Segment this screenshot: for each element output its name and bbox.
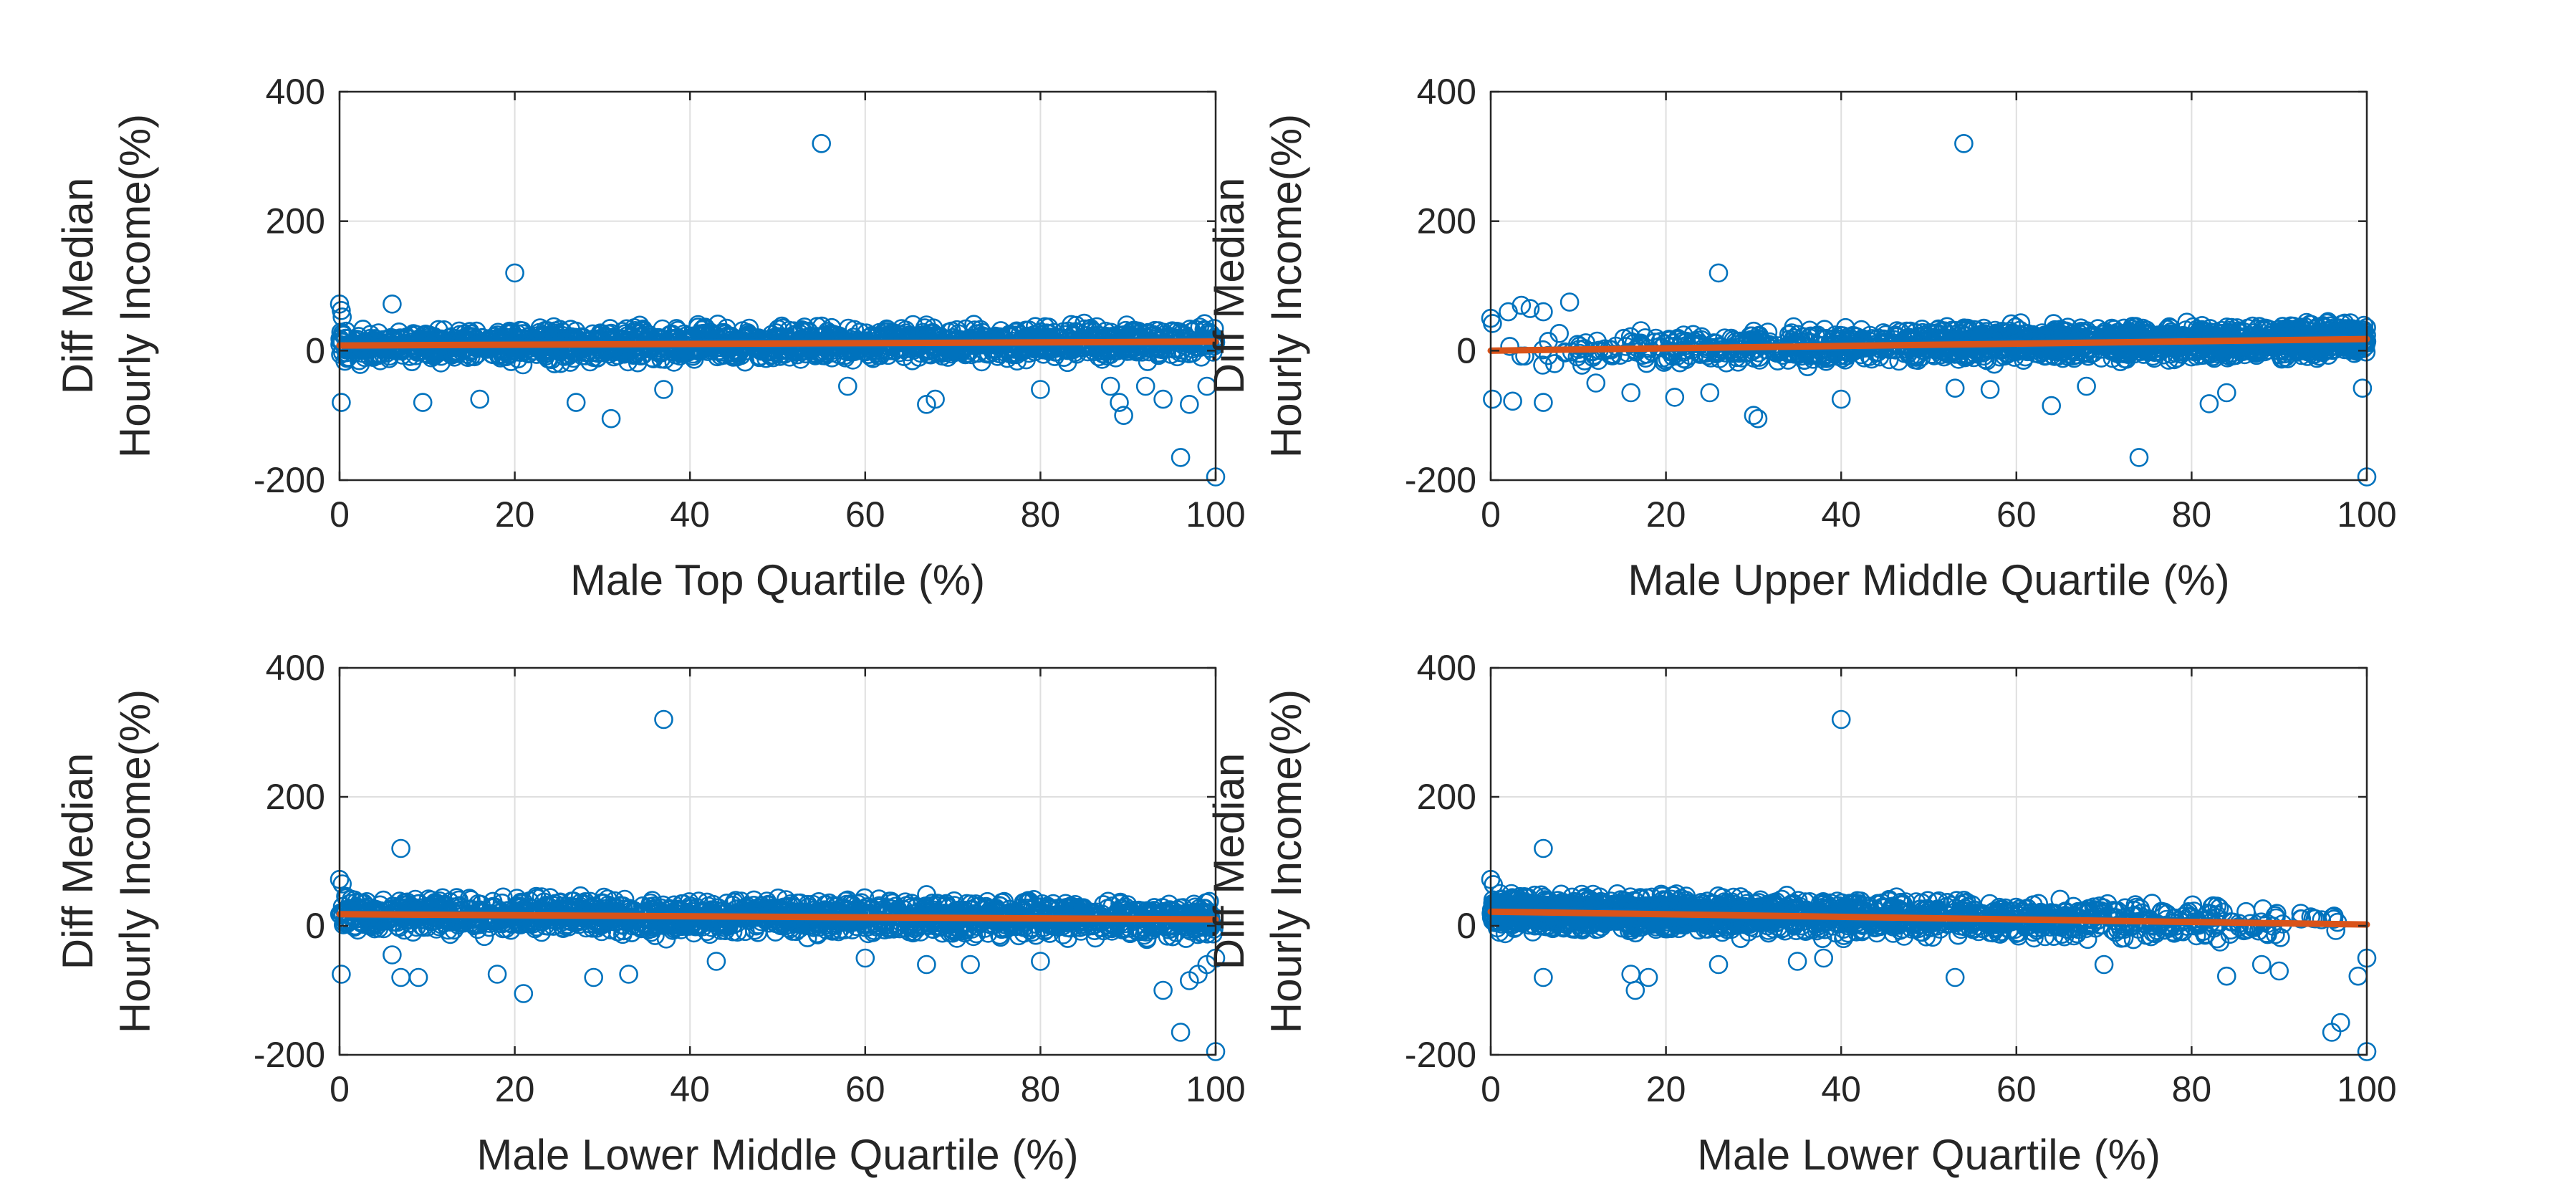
outlier-point	[332, 393, 351, 412]
y-tick-label: 200	[1417, 201, 1476, 241]
outlier-point	[1700, 383, 1720, 403]
x-tick-label: 100	[2337, 494, 2396, 535]
outlier-point	[470, 389, 490, 409]
x-axis-label: Male Top Quartile (%)	[570, 556, 985, 604]
x-tick-label: 100	[1186, 494, 1245, 535]
outlier-point	[1559, 292, 1580, 312]
x-tick-label: 20	[495, 494, 535, 535]
tick-marks	[1489, 90, 2368, 482]
grid	[339, 91, 1216, 481]
outlier-point	[838, 376, 857, 396]
outlier-point	[2077, 376, 2096, 396]
outlier-point	[1665, 388, 1685, 407]
outlier-point	[1503, 391, 1522, 411]
scatter-points	[330, 134, 1226, 487]
outlier-point	[1153, 389, 1173, 409]
outlier-point	[1945, 378, 1965, 398]
x-tick-label: 60	[845, 494, 885, 535]
data-point	[1138, 352, 1158, 371]
outlier-point	[1135, 376, 1155, 396]
outlier-point	[1171, 448, 1191, 467]
axes-box	[1489, 90, 2368, 482]
y-tick-label: 400	[1417, 72, 1476, 112]
y-tick-label: 0	[1456, 330, 1476, 370]
outlier-point	[1621, 383, 1640, 403]
data-point	[964, 315, 984, 335]
outlier-point	[2352, 378, 2373, 398]
scatter-points	[1481, 134, 2377, 487]
grid	[339, 667, 1216, 1056]
y-axis-label: Diff Median	[54, 178, 102, 394]
outlier-point	[1180, 394, 1199, 414]
outlier-point	[566, 393, 586, 412]
tick-marks	[338, 90, 1217, 482]
scatter-points	[330, 709, 1226, 1061]
y-tick-label: -200	[254, 460, 325, 500]
y-axis-label: Hourly Income(%)	[111, 114, 159, 458]
outlier-point	[2042, 396, 2061, 416]
x-axis-label: Male Upper Middle Quartile (%)	[1628, 556, 2229, 604]
y-tick-label: 200	[266, 201, 325, 241]
outlier-point	[383, 294, 402, 314]
y-tick-label: -200	[1405, 460, 1476, 500]
x-tick-label: 0	[330, 494, 350, 535]
x-tick-label: 40	[1821, 494, 1861, 535]
x-tick-label: 60	[1996, 494, 2037, 535]
x-tick-label: 20	[1646, 494, 1686, 535]
outlier-point	[2217, 383, 2236, 403]
outlier-point	[413, 393, 433, 412]
outlier-point	[1748, 408, 1768, 429]
outlier-point	[1499, 302, 1518, 322]
y-axis-label: Hourly Income(%)	[1262, 114, 1310, 458]
axes-box	[338, 90, 1217, 482]
outlier-point	[654, 380, 673, 399]
outlier-point	[1708, 263, 1729, 283]
y-tick-label: 400	[266, 72, 325, 112]
outlier-point	[1586, 373, 1606, 393]
x-tick-label: 40	[670, 494, 710, 535]
x-tick-label: 0	[1481, 494, 1501, 535]
data-point	[956, 345, 975, 365]
fit-line	[336, 338, 1219, 349]
x-tick-label: 80	[2172, 494, 2212, 535]
data-point	[807, 317, 827, 336]
outlier-point	[2199, 394, 2219, 413]
data-point	[988, 347, 1007, 366]
x-tick-label: 80	[1021, 494, 1061, 535]
y-axis-label: Diff Median	[1205, 178, 1253, 394]
grid	[1490, 91, 2368, 481]
data-point	[1148, 338, 1168, 357]
outlier-point	[1534, 393, 1553, 412]
outlier-point	[812, 134, 831, 153]
outlier-point	[1483, 389, 1502, 409]
outlier-point	[1954, 134, 1974, 153]
outlier-point	[1100, 376, 1120, 396]
y-tick-label: 0	[305, 330, 325, 370]
outlier-point	[2129, 448, 2149, 467]
outlier-point	[601, 408, 621, 429]
outlier-point	[1980, 380, 2000, 399]
